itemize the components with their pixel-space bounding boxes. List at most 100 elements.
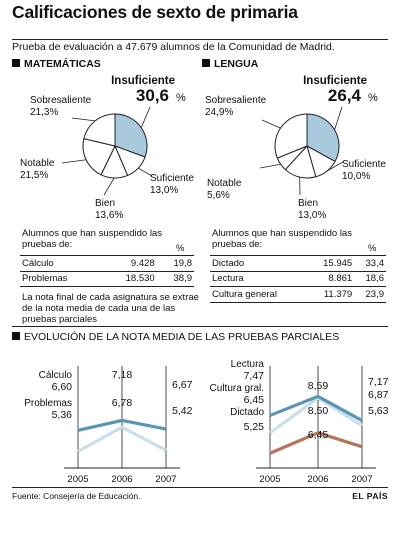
series-name-label: Problemas [24, 398, 72, 409]
pie-label-name: Suficiente [150, 173, 194, 184]
pie-label-name: Suficiente [342, 159, 386, 170]
math-fail-table: Cálculo 9.428 19,8 Problemas 18.530 38,9 [20, 255, 194, 287]
cell-count: 15.945 [307, 255, 355, 272]
pie-label-name: Sobresaliente [30, 95, 92, 106]
data-label: 5,25 [244, 421, 265, 433]
brand-logo: EL PAÍS [352, 491, 388, 501]
section-math-label: MATEMÁTICAS [24, 58, 101, 70]
pie-label-name: Insuficiente [111, 75, 175, 87]
math-table-caption: Alumnos que han suspendido las pruebas d… [22, 228, 162, 250]
lang-line-chart [256, 366, 376, 469]
pie-slice-insuficiente [114, 113, 148, 158]
cell-pct: 19,8 [156, 255, 194, 272]
series-name-label: Cultura gral. [210, 383, 264, 394]
cell-count: 8.861 [307, 271, 355, 287]
leader-line [334, 106, 343, 130]
pie-label-value: 13,0% [150, 185, 178, 196]
data-label: 8,50 [308, 405, 329, 417]
data-label: 7,17 [368, 376, 389, 388]
pie-label-value: 13,0% [298, 210, 326, 221]
leader-line [261, 119, 281, 129]
square-bullet-icon [202, 59, 210, 67]
lang-table-caption: Alumnos que han suspendido las pruebas d… [212, 228, 352, 250]
leader-line [71, 117, 96, 122]
pie-label-pct: % [368, 92, 378, 104]
pie-label-value: 21,3% [30, 107, 58, 118]
section-lang-heading: LENGUA [202, 58, 258, 70]
cell-pct: 18,6 [354, 271, 386, 287]
square-bullet-icon [12, 59, 20, 67]
pie-label-name: Bien [298, 198, 318, 209]
page-title: Calificaciones de sexto de primaria [12, 2, 298, 22]
data-label: 6,45 [308, 429, 329, 441]
leader-line [259, 163, 281, 169]
pie-label-value: 24,9% [205, 107, 233, 118]
math-pct-header: % [176, 243, 185, 254]
data-label: 6,60 [52, 381, 73, 393]
source-note: Fuente: Consejería de Educación. [12, 491, 141, 501]
leader-line [326, 161, 344, 172]
pie-label-value: 5,6% [207, 190, 230, 201]
math-pie [61, 106, 153, 196]
pie-label-name: Notable [20, 158, 55, 169]
table-row: Dictado 15.945 33,4 [210, 255, 386, 272]
year-tick-label: 2006 [307, 474, 328, 485]
data-label: 7,47 [244, 370, 265, 382]
series-name-label: Dictado [230, 407, 264, 418]
data-label: 5,42 [172, 405, 193, 417]
square-bullet-icon [12, 332, 20, 340]
year-tick-label: 2005 [67, 474, 88, 485]
pie-label-value: 30,6 [136, 86, 169, 105]
cell-name: Dictado [210, 255, 308, 272]
data-label: 6,87 [368, 389, 389, 401]
section-evolution-label: EVOLUCIÓN DE LA NOTA MEDIA DE LAS PRUEBA… [24, 331, 340, 343]
lang-pct-header: % [368, 243, 377, 254]
pie-label-name: Notable [207, 178, 242, 189]
series-line-dictado [269, 431, 363, 455]
series-line-lectura [269, 394, 363, 422]
pie-label-value: 13,6% [95, 210, 123, 221]
data-label: 5,36 [52, 409, 73, 421]
year-tick-label: 2006 [111, 474, 132, 485]
pie-label-name: Sobresaliente [205, 95, 267, 106]
series-name-label: Cálculo [39, 370, 73, 381]
pie-label-pct: % [176, 92, 186, 104]
footer-rule [12, 487, 388, 488]
cell-count: 9.428 [101, 255, 157, 272]
leader-line [61, 159, 87, 164]
cell-name: Problemas [20, 271, 102, 287]
pie-slice-insuficiente [306, 113, 340, 163]
title-rule [12, 39, 388, 40]
page-subtitle: Prueba de evaluación a 47.679 alumnos de… [12, 41, 335, 53]
pie-label-value: 26,4 [328, 86, 362, 105]
data-label: 6,78 [112, 397, 133, 409]
pie-label-name: Insuficiente [303, 75, 367, 87]
cell-count: 18.530 [101, 271, 157, 287]
table-row: Cultura general 11.379 23,9 [210, 286, 386, 303]
leader-line [137, 167, 153, 177]
data-label: 8,59 [308, 380, 329, 392]
lang-fail-table: Dictado 15.945 33,4 Lectura 8.861 18,6 Cultura… [210, 255, 386, 303]
series-name-label: Lectura [231, 359, 265, 370]
data-label: 6,67 [172, 379, 193, 391]
table-row: Lectura 8.861 18,6 [210, 271, 386, 287]
table-row: Problemas 18.530 38,9 [20, 271, 194, 287]
year-tick-label: 2007 [155, 474, 176, 485]
leader-line [103, 177, 115, 196]
cell-count: 11.379 [307, 286, 355, 303]
cell-name: Cálculo [20, 255, 102, 272]
section-math-heading: MATEMÁTICAS [12, 58, 101, 70]
cell-name: Lectura [210, 271, 308, 287]
evolution-rule [12, 326, 388, 327]
series-line-problemas [77, 425, 167, 453]
lang-pie [259, 106, 344, 196]
cell-name: Cultura general [210, 286, 308, 303]
data-label: 7,18 [112, 369, 133, 381]
math-line-chart [64, 366, 180, 469]
cell-pct: 33,4 [354, 255, 386, 272]
note-text: La nota final de cada asignatura se extr… [22, 292, 199, 325]
series-line-c-lculo [77, 418, 167, 432]
cell-pct: 23,9 [354, 286, 386, 303]
cell-pct: 38,9 [156, 271, 194, 287]
